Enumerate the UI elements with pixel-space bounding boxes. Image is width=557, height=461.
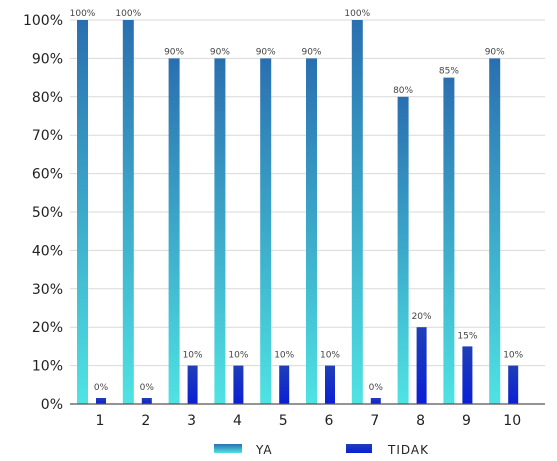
legend-swatch-ya [214, 444, 242, 453]
x-tick-label: 7 [370, 413, 379, 429]
legend-label-tidak: TIDAK [387, 443, 429, 457]
bar-tidak [279, 365, 290, 404]
data-label-tidak: 10% [228, 351, 248, 361]
bar-tidak [141, 398, 152, 404]
data-label-ya: 80% [393, 86, 413, 96]
y-tick-label: 80% [32, 90, 63, 106]
bar-ya [214, 58, 226, 405]
bar-ya [260, 58, 272, 405]
y-tick-label: 60% [32, 167, 63, 183]
y-tick-label: 70% [32, 128, 63, 144]
data-label-ya: 90% [256, 47, 276, 57]
bar-tidak [325, 365, 335, 404]
data-label-ya: 90% [210, 47, 230, 57]
data-label-tidak: 10% [183, 351, 203, 361]
x-tick-label: 6 [325, 413, 334, 429]
y-axis-ticks: 0% 10% 20% 30% 40% 50% 60% 70% 80% 90% 100% [23, 13, 63, 413]
y-tick-label: 90% [32, 51, 63, 67]
data-label-ya: 90% [301, 47, 321, 57]
y-tick-label: 100% [23, 13, 63, 29]
legend-swatch-tidak [346, 444, 372, 453]
data-label-ya: 100% [115, 9, 141, 19]
data-label-tidak: 20% [412, 312, 432, 322]
data-label-tidak: 10% [503, 351, 523, 361]
data-label-tidak: 0% [369, 383, 384, 393]
y-tick-label: 50% [32, 205, 63, 221]
y-tick-label: 40% [32, 243, 63, 259]
data-label-tidak: 0% [94, 383, 109, 393]
x-tick-label: 1 [96, 413, 105, 429]
data-label-ya: 90% [485, 47, 505, 57]
bar-tidak [416, 327, 427, 404]
data-label-tidak: 0% [140, 383, 155, 393]
x-tick-label: 4 [233, 413, 242, 429]
bars [77, 20, 519, 405]
bar-tidak [370, 398, 381, 404]
bar-tidak [462, 346, 473, 404]
bar-ya [122, 20, 134, 404]
bar-ya [489, 58, 501, 405]
bar-ya [351, 20, 363, 404]
bar-tidak [96, 398, 106, 404]
bar-tidak [187, 365, 198, 404]
data-label-tidak: 10% [274, 351, 294, 361]
data-label-ya: 90% [164, 47, 184, 57]
bar-tidak [233, 365, 244, 404]
data-label-ya: 100% [70, 9, 96, 19]
legend-label-ya: YA [255, 443, 273, 457]
x-tick-label: 2 [141, 413, 150, 429]
bar-ya [397, 96, 409, 405]
x-tick-label: 9 [462, 413, 471, 429]
x-tick-label: 8 [416, 413, 425, 429]
x-tick-label: 5 [279, 413, 288, 429]
y-tick-label: 10% [32, 359, 63, 375]
y-tick-label: 30% [32, 282, 63, 298]
data-label-tidak: 15% [457, 331, 477, 341]
bar-ya [168, 58, 180, 405]
x-tick-label: 3 [187, 413, 196, 429]
data-label-ya: 85% [439, 67, 459, 77]
legend: YA TIDAK [214, 443, 429, 457]
x-axis-ticks: 1 2 3 4 5 6 7 8 9 10 [96, 413, 522, 429]
bar-ya [306, 58, 317, 405]
bar-ya [77, 20, 88, 404]
data-label-tidak: 10% [320, 351, 340, 361]
x-tick-label: 10 [503, 413, 521, 429]
y-tick-label: 20% [32, 320, 63, 336]
data-label-ya: 100% [344, 9, 370, 19]
y-tick-label: 0% [41, 397, 63, 413]
bar-tidak [508, 365, 519, 404]
bar-ya [443, 77, 455, 404]
data-labels: 100% 0% 100% 0% 90% 10% 90% 10% 90% 10% 90% 10% 100%… [70, 9, 524, 393]
